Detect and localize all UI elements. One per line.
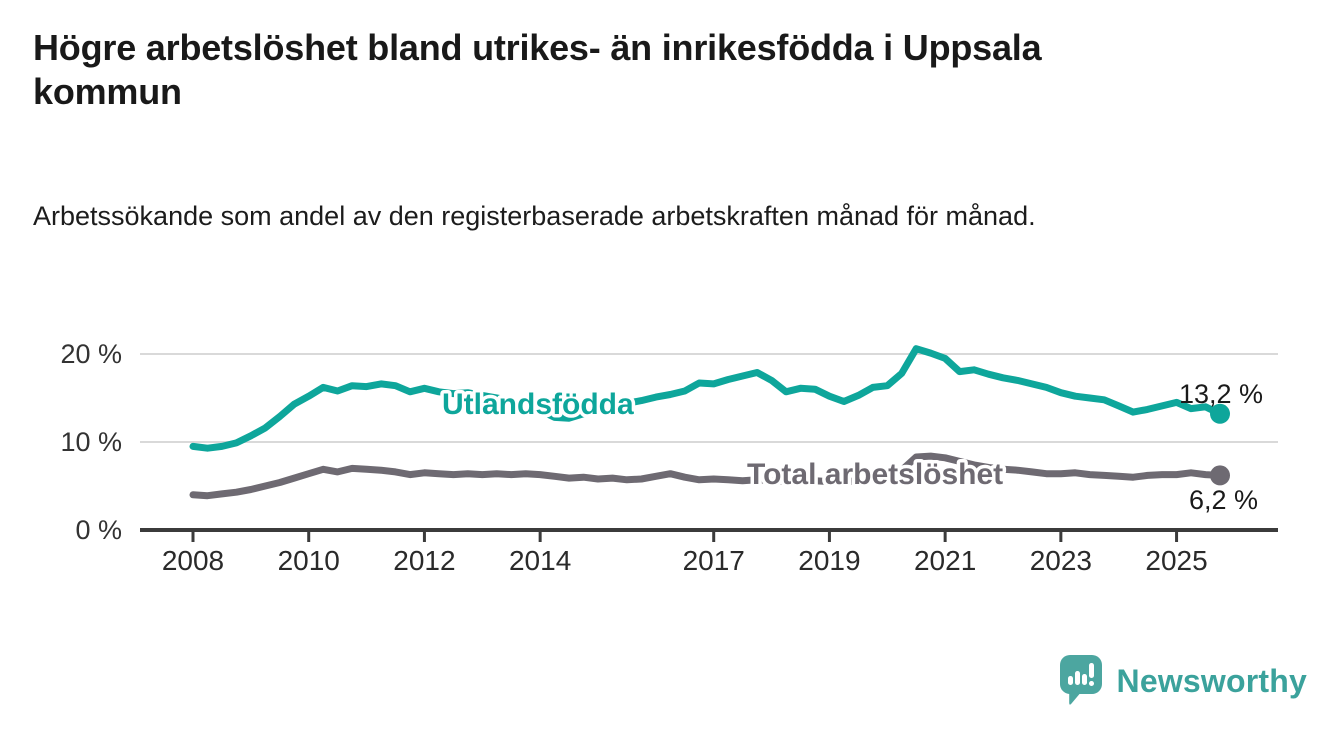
- x-axis-label-2023: 2023: [1030, 545, 1092, 576]
- x-axis-label-2017: 2017: [683, 545, 745, 576]
- lines-layer: [189, 345, 1230, 500]
- newsworthy-logo-text: Newsworthy: [1116, 663, 1307, 699]
- page-title: Högre arbetslöshet bland utrikes- än inr…: [33, 27, 1042, 113]
- end-dot-utlandsfodda: [1210, 403, 1230, 424]
- end-dot-total: [1210, 465, 1230, 486]
- grid-layer: 0 % 10 % 20 % 2008 2010 2012 2014 2017 2019 2021 2…: [60, 339, 1278, 576]
- end-value-label-utlandsfodda: 13,2 %: [1179, 379, 1263, 409]
- logo-exclamation-dot: [1088, 681, 1094, 686]
- end-value-label-total: 6,2 %: [1189, 485, 1258, 515]
- logo-exclamation-bar: [1088, 663, 1094, 678]
- x-axis-label-2010: 2010: [278, 545, 340, 576]
- data-line-total: [189, 452, 1224, 500]
- newsworthy-logo: Newsworthy: [1059, 655, 1307, 708]
- x-axis-label-2008: 2008: [162, 545, 224, 576]
- series-label-utlandsfodda: Utlandsfödda: [442, 388, 634, 421]
- logo-bar-chart-glyph: [1067, 663, 1094, 686]
- y-axis-label-20: 20 %: [60, 339, 122, 369]
- x-axis-label-2014: 2014: [509, 545, 571, 576]
- y-axis-label-0: 0 %: [75, 515, 122, 545]
- x-axis-label-2021: 2021: [914, 545, 976, 576]
- data-line-utlandsfodda: [189, 345, 1224, 452]
- newsworthy-logo-icon: [1059, 655, 1102, 705]
- unemployment-line-chart: 0 % 10 % 20 % 2008 2010 2012 2014 2017 2019 2021 2…: [60, 339, 1278, 576]
- series-label-total-arbetsloshet: Total arbetslöshet: [747, 458, 1003, 491]
- speech-bubble-shape: [1059, 655, 1102, 705]
- chart-subtitle: Arbetssökande som andel av den registerb…: [33, 201, 1036, 231]
- x-axis-label-2012: 2012: [393, 545, 455, 576]
- x-axis-label-2025: 2025: [1145, 545, 1207, 576]
- x-axis-label-2019: 2019: [798, 545, 860, 576]
- y-axis-label-10: 10 %: [60, 427, 122, 457]
